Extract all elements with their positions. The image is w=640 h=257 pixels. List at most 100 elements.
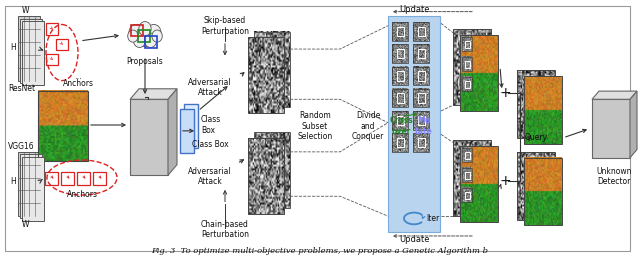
Bar [462, 57, 472, 71]
Bar [453, 29, 491, 105]
Bar [465, 172, 470, 179]
Text: Adversarial
Attack: Adversarial Attack [188, 78, 232, 97]
Polygon shape [168, 89, 177, 175]
Polygon shape [592, 91, 637, 99]
Text: ...: ... [74, 72, 82, 81]
Bar [184, 104, 198, 148]
Bar [180, 109, 194, 153]
Bar [388, 16, 440, 233]
Circle shape [152, 30, 163, 42]
Bar [392, 22, 408, 41]
Bar [392, 67, 408, 85]
Text: +: + [499, 86, 511, 100]
Bar [418, 71, 425, 81]
Bar [397, 94, 404, 103]
Text: VGG16: VGG16 [8, 142, 35, 151]
Text: Random
Subset
Selection: Random Subset Selection [298, 111, 333, 141]
Bar [22, 157, 44, 221]
Bar [138, 30, 150, 42]
Bar [392, 111, 408, 130]
Bar [524, 76, 562, 144]
Bar [397, 116, 404, 125]
Bar [254, 132, 290, 208]
Text: Cross
over: Cross over [389, 116, 413, 136]
Bar [38, 91, 88, 161]
Bar [413, 67, 429, 85]
Text: Divide
and
Conquer: Divide and Conquer [352, 111, 384, 141]
Bar [45, 172, 58, 185]
Bar [462, 148, 472, 162]
Bar [22, 21, 44, 85]
Text: Skip-based
Perturbation: Skip-based Perturbation [201, 16, 249, 36]
Text: W: W [21, 6, 29, 15]
Bar [248, 138, 284, 214]
Text: H: H [10, 177, 16, 186]
Text: Class Box: Class Box [192, 140, 228, 149]
Bar [397, 71, 404, 81]
Text: Anchors: Anchors [63, 79, 93, 88]
Bar [392, 44, 408, 63]
Bar [592, 99, 630, 158]
Bar [453, 140, 491, 216]
Bar [462, 37, 472, 51]
Text: Chain-based
Perturbation: Chain-based Perturbation [201, 220, 249, 239]
Bar [56, 39, 68, 50]
Bar [418, 116, 425, 125]
Bar [517, 70, 555, 138]
Text: Update: Update [399, 235, 429, 244]
Bar [465, 61, 470, 68]
Bar [18, 16, 40, 81]
Circle shape [145, 33, 157, 48]
Bar [397, 138, 404, 147]
Text: Adversarial
Attack: Adversarial Attack [188, 167, 232, 186]
Circle shape [135, 24, 155, 47]
Bar [462, 168, 472, 182]
Bar [465, 81, 470, 88]
Bar [20, 154, 42, 218]
Text: Class
Box: Class Box [201, 115, 221, 135]
Bar [131, 24, 143, 36]
Polygon shape [130, 89, 177, 99]
Bar [130, 99, 168, 175]
Text: Update: Update [399, 5, 429, 14]
Bar [46, 23, 58, 35]
Bar [517, 152, 555, 220]
Bar [413, 44, 429, 63]
Bar [460, 35, 498, 111]
Text: Proposals: Proposals [127, 57, 163, 66]
Bar [465, 41, 470, 48]
Circle shape [128, 30, 138, 42]
Circle shape [133, 33, 146, 48]
Text: Unknown
Detector: Unknown Detector [596, 167, 632, 186]
Bar [413, 111, 429, 130]
Bar [413, 22, 429, 41]
Text: +: + [499, 174, 511, 188]
Bar [392, 89, 408, 107]
Bar [524, 158, 562, 225]
Text: Fig. 3  To optimize multi-objective problems, we propose a Genetic Algorithm b: Fig. 3 To optimize multi-objective probl… [152, 247, 488, 255]
Bar [46, 54, 58, 66]
Bar [61, 172, 74, 185]
Text: Iter: Iter [426, 214, 439, 223]
Bar [18, 152, 40, 216]
Circle shape [139, 22, 151, 36]
Bar [465, 152, 470, 159]
Text: Query: Query [524, 133, 548, 142]
Bar [392, 133, 408, 152]
Bar [397, 49, 404, 58]
Bar [418, 27, 425, 36]
Bar [77, 172, 90, 185]
Text: Mu
tate: Mu tate [415, 116, 433, 136]
Text: W: W [21, 220, 29, 229]
Bar [93, 172, 106, 185]
Bar [413, 89, 429, 107]
Bar [248, 37, 284, 113]
Text: ResNet: ResNet [8, 84, 35, 93]
Polygon shape [630, 91, 637, 158]
Bar [418, 49, 425, 58]
Bar [413, 133, 429, 152]
Circle shape [129, 24, 143, 41]
Text: H: H [10, 43, 16, 52]
Bar [462, 188, 472, 202]
Bar [20, 19, 42, 83]
